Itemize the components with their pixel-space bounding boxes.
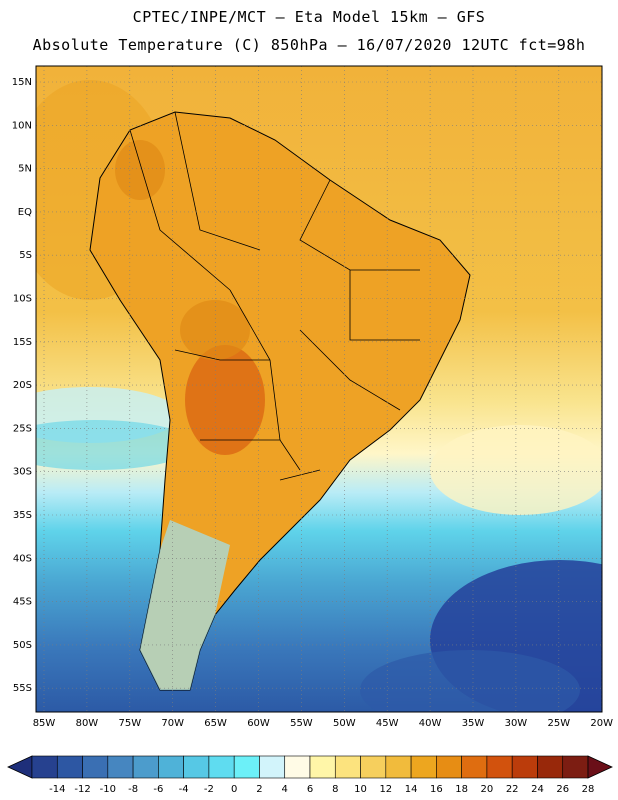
colorbar-bin — [183, 755, 210, 779]
lon-label: 35W — [462, 718, 485, 729]
lat-label: 15S — [13, 337, 32, 348]
lat-label: 10N — [12, 120, 32, 131]
colorbar-under-arrow — [7, 755, 33, 779]
colorbar-bin — [511, 755, 538, 779]
colorbar-label: -4 — [179, 784, 189, 795]
lon-label: 25W — [547, 718, 570, 729]
colorbar-label: 14 — [405, 784, 418, 795]
colorbar-bin — [107, 755, 134, 779]
colorbar-label: 26 — [556, 784, 569, 795]
lat-label: 25S — [13, 423, 32, 434]
map-subtitle: Absolute Temperature (C) 850hPa — 16/07/… — [32, 36, 586, 54]
lat-label: 35S — [13, 510, 32, 521]
colorbar-bin — [208, 755, 235, 779]
colorbar-bin — [259, 755, 286, 779]
colorbar-bin — [537, 755, 564, 779]
lon-label: 65W — [204, 718, 227, 729]
colorbar-label: -6 — [153, 784, 163, 795]
colorbar-bin — [233, 755, 260, 779]
lat-label: EQ — [18, 207, 32, 218]
lat-label: 5S — [19, 250, 32, 261]
lon-label: 85W — [33, 718, 56, 729]
colorbar-bin — [436, 755, 462, 779]
colorbar-label: 10 — [354, 784, 367, 795]
colorbar-label: -2 — [204, 784, 214, 795]
colorbar-label: 12 — [379, 784, 392, 795]
colorbar-bin — [385, 755, 412, 779]
colorbar-label: 22 — [506, 784, 519, 795]
colorbar-label: 20 — [481, 784, 494, 795]
colorbar-bin — [410, 755, 437, 779]
colorbar-label: -8 — [128, 784, 138, 795]
colorbar-bin — [132, 755, 159, 779]
lat-label: 45S — [13, 597, 32, 608]
colorbar-bin — [486, 755, 513, 779]
colorbar-bin — [461, 755, 488, 779]
lon-label: 20W — [590, 718, 613, 729]
colorbar-label: -14 — [49, 784, 65, 795]
lon-label: 55W — [290, 718, 313, 729]
lat-label: 5N — [18, 164, 32, 175]
colorbar-label: -10 — [100, 784, 116, 795]
colorbar-label: 28 — [582, 784, 595, 795]
colorbar-over-arrow — [587, 755, 613, 779]
colorbar-bin — [334, 755, 361, 779]
colorbar-bin — [82, 755, 109, 779]
lat-label: 10S — [13, 294, 32, 305]
colorbar-label: 6 — [307, 784, 313, 795]
colorbar-label: 18 — [455, 784, 468, 795]
lon-label: 45W — [376, 718, 399, 729]
lon-label: 40W — [419, 718, 442, 729]
lon-label: 60W — [247, 718, 270, 729]
lon-label: 30W — [505, 718, 528, 729]
colorbar-label: 8 — [332, 784, 338, 795]
colorbar-label: 16 — [430, 784, 443, 795]
lat-label: 40S — [13, 553, 32, 564]
colorbar-bin — [158, 755, 184, 779]
lon-label: 50W — [333, 718, 356, 729]
lon-label: 70W — [161, 718, 184, 729]
lon-label: 80W — [76, 718, 99, 729]
colorbar-bin — [284, 755, 311, 779]
colorbar-label: 4 — [282, 784, 288, 795]
colorbar-label: 0 — [231, 784, 237, 795]
map-title: CPTEC/INPE/MCT — Eta Model 15km — GFS — [132, 8, 486, 26]
colorbar-bin — [360, 755, 387, 779]
lon-label: 75W — [118, 718, 141, 729]
lat-label: 20S — [13, 380, 32, 391]
lat-label: 15N — [12, 77, 32, 88]
colorbar-bin — [309, 755, 336, 779]
lat-label: 30S — [13, 467, 32, 478]
colorbar-bin — [562, 755, 589, 779]
colorbar-label: 2 — [256, 784, 262, 795]
lat-label: 50S — [13, 640, 32, 651]
colorbar-label: 24 — [531, 784, 544, 795]
lat-label: 55S — [13, 683, 32, 694]
colorbar-label: -12 — [74, 784, 90, 795]
colorbar-bin — [56, 755, 83, 779]
colorbar-bin — [31, 755, 58, 779]
